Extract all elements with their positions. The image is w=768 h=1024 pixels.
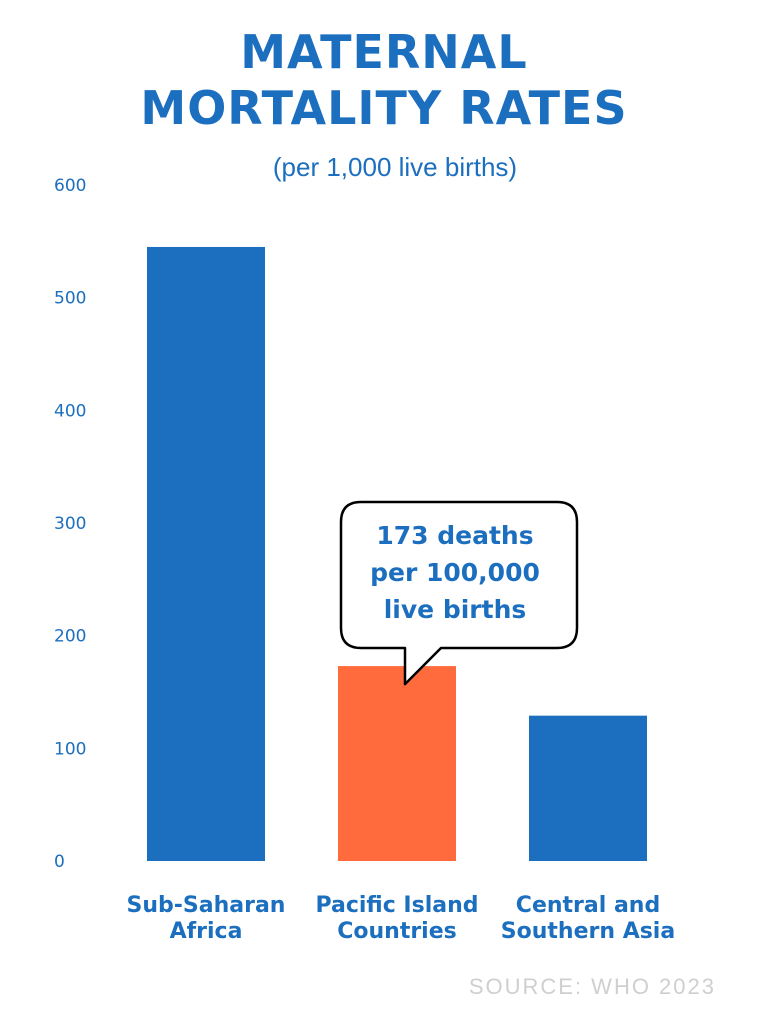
callout-text-line: live births bbox=[384, 595, 527, 624]
x-category-label: Sub-Saharan bbox=[127, 893, 286, 918]
chart-title-line-1: MATERNAL bbox=[240, 25, 528, 79]
callout-bubble bbox=[339, 500, 579, 686]
callout-text-line: 173 deaths bbox=[376, 521, 533, 550]
y-tick-label: 100 bbox=[54, 739, 86, 759]
y-tick-label: 0 bbox=[54, 852, 65, 872]
y-tick-label: 200 bbox=[54, 627, 86, 647]
source-note: SOURCE: WHO 2023 bbox=[468, 974, 716, 999]
x-category-label: Southern Asia bbox=[501, 919, 675, 944]
chart-title-line-2: MORTALITY RATES bbox=[140, 81, 628, 135]
chart-subtitle: (per 1,000 live births) bbox=[272, 152, 518, 182]
bar-1 bbox=[338, 666, 456, 861]
bar-0 bbox=[147, 246, 265, 861]
callout-text-line: per 100,000 bbox=[370, 558, 540, 587]
x-category-label: Pacific Island bbox=[315, 893, 478, 918]
y-tick-label: 300 bbox=[54, 514, 86, 534]
x-category-label: Africa bbox=[170, 919, 243, 944]
x-category-label: Central and bbox=[516, 893, 660, 918]
y-tick-label: 400 bbox=[54, 401, 86, 421]
y-tick-label: 500 bbox=[54, 289, 86, 309]
x-category-label: Countries bbox=[337, 919, 457, 944]
y-tick-label: 600 bbox=[54, 176, 86, 196]
bar-2 bbox=[529, 715, 647, 861]
